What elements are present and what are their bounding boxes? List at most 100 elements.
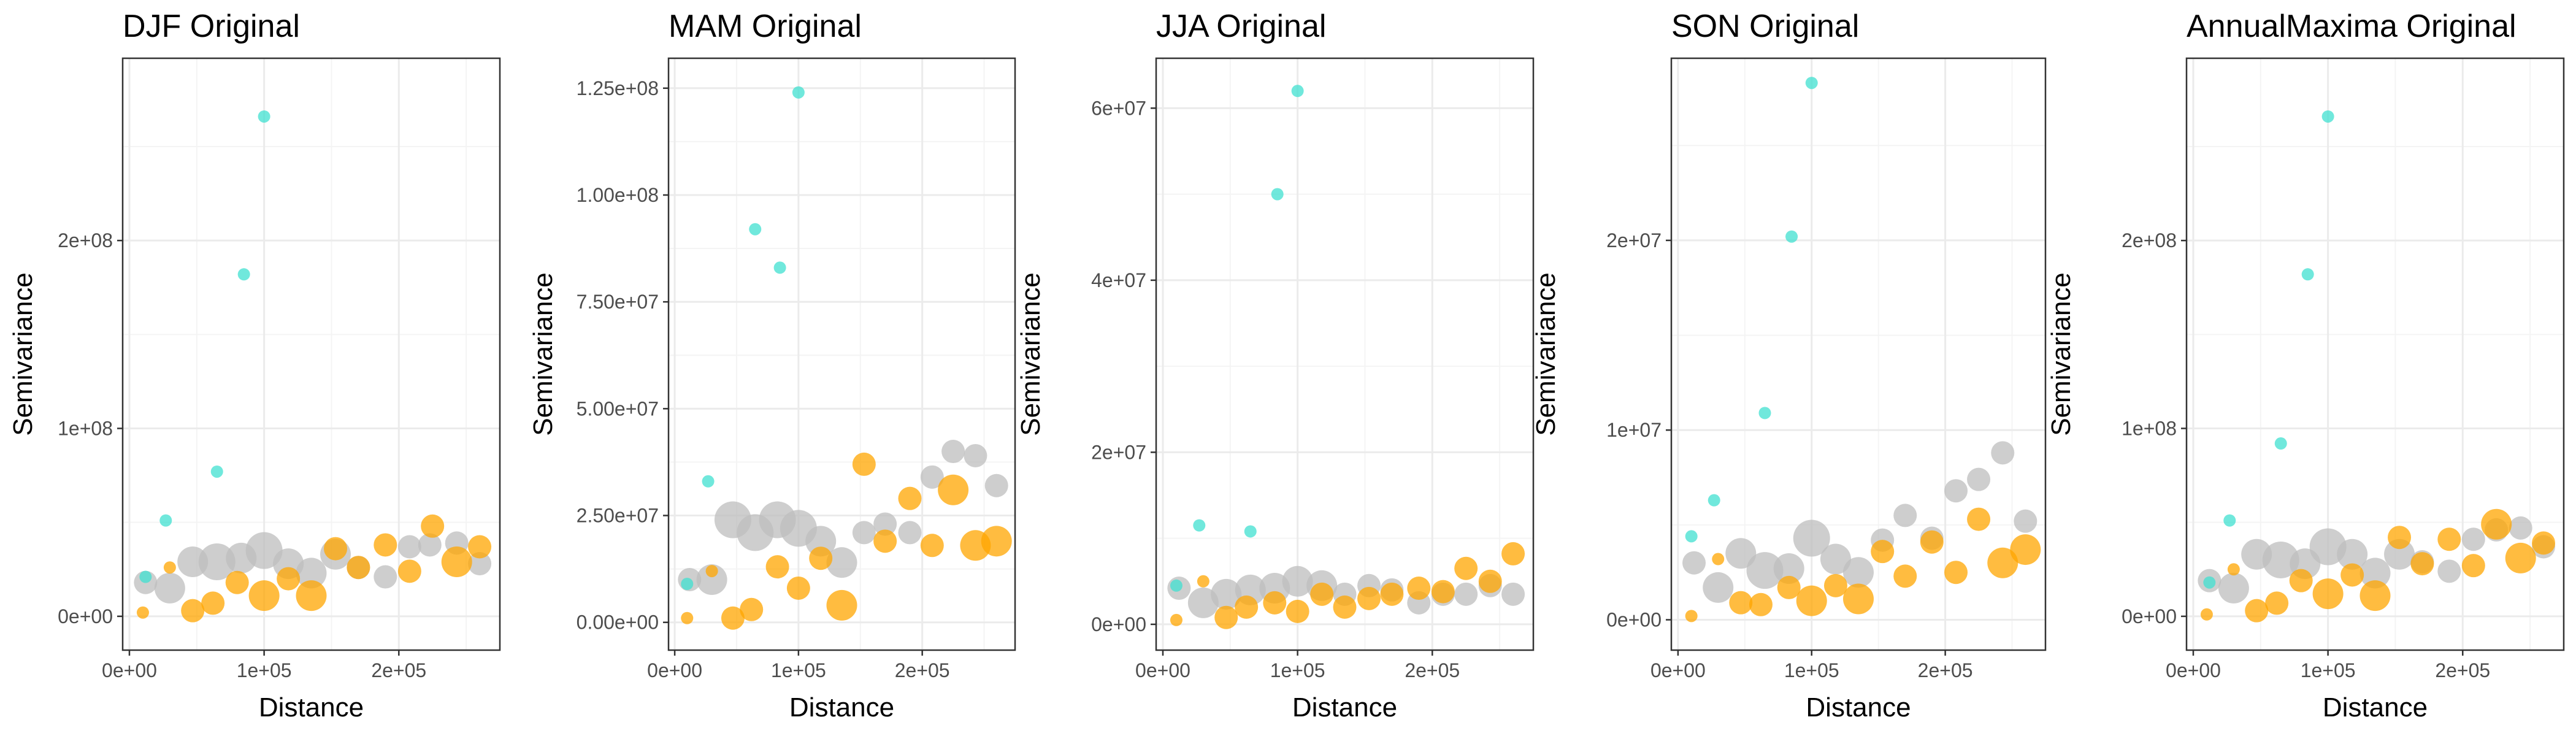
panel-border [2185,57,2565,651]
data-point-gray [1773,553,1804,585]
x-tick-label: 2e+05 [895,659,950,681]
data-point-orange [1478,569,1502,593]
data-point-orange [1380,582,1404,606]
data-point-teal [1785,230,1798,243]
data-point-orange [441,546,472,578]
data-point-orange [1823,573,1847,597]
data-point-orange [981,526,1012,557]
data-point-teal [681,578,694,591]
data-point-orange [1712,553,1725,565]
data-point-teal [1685,530,1698,543]
data-point-gray [1893,504,1917,527]
data-point-orange [397,559,421,583]
x-tick-label: 2e+05 [2435,659,2490,681]
data-point-teal [749,223,762,236]
data-point-gray [374,565,397,589]
data-point-gray [1843,557,1874,588]
data-point-teal [159,514,172,527]
panel-title: MAM Original [669,9,862,44]
data-point-orange [1777,575,1801,599]
data-point-orange [201,591,225,615]
data-point-gray [1454,582,1478,606]
data-point-orange [938,474,969,505]
data-point-orange [2227,563,2240,576]
data-point-gray [198,543,236,581]
x-tick-label: 1e+05 [2301,659,2356,681]
data-point-gray [397,535,421,559]
data-point-gray [2509,516,2532,540]
x-axis-label: Distance [789,692,894,723]
data-point-orange [347,556,370,580]
data-point-gray [826,547,857,578]
y-tick-label: 1e+07 [1606,419,1662,441]
x-tick-label: 1e+05 [1784,659,1839,681]
panel-1: 0e+00 1e+05 2e+05 0e+00 1e+08 2e+08 DJF Origin… [8,9,501,723]
data-point-orange [181,599,205,623]
x-tick-label: 0e+00 [1650,659,1706,681]
y-tick-label: 0e+00 [1091,613,1146,635]
y-tick-label: 1e+08 [2122,418,2177,440]
data-point-orange [1796,585,1827,616]
x-tick-label: 2e+05 [371,659,426,681]
data-point-orange [468,535,492,559]
panel-title: JJA Original [1156,9,1326,44]
data-point-orange [1729,591,1753,615]
data-point-orange [705,565,718,578]
panel-2: 0e+00 1e+05 2e+05 0.00e+00 2.50e+07 5.00e+07 7… [528,9,1016,723]
panel-4: 0e+00 1e+05 2e+05 0e+00 1e+07 2e+07 SON Origin… [1531,9,2047,723]
points-layer [1167,85,1525,629]
data-point-orange [374,533,397,557]
data-point-teal [237,268,250,281]
x-tick-label: 1e+05 [1270,659,1325,681]
data-point-orange [1333,595,1357,619]
data-point-orange [1749,592,1773,616]
data-point-orange [1843,583,1874,615]
panel-3: 0e+00 1e+05 2e+05 0e+00 2e+07 4e+07 6e+07 JJA O… [1016,9,1535,723]
data-point-orange [1920,530,1944,554]
data-point-orange [163,561,176,574]
data-point-gray [2337,539,2368,570]
data-point-orange [809,546,833,570]
data-point-orange [1407,577,1431,600]
panel-border [1670,57,2047,651]
data-point-orange [1967,507,1991,531]
data-point-teal [792,86,805,99]
data-point-orange [2289,569,2313,592]
data-point-gray [1967,467,1991,491]
data-point-orange [1170,613,1183,626]
y-axis-label: Semivariance [1016,272,1046,436]
x-axis-label: Distance [1806,692,1911,723]
data-point-orange [1357,586,1381,610]
data-point-orange [2481,508,2512,540]
data-point-teal [1271,188,1284,201]
data-point-gray [2262,541,2299,578]
data-point-orange [296,580,327,611]
data-point-gray [1944,479,1968,503]
y-tick-label: 0.00e+00 [577,611,659,634]
data-point-teal [1244,525,1257,538]
data-point-gray [468,552,492,576]
data-point-orange [1286,599,1309,623]
data-point-gray [1820,543,1851,575]
points-layer [1682,77,2041,623]
points-layer [2198,110,2556,623]
data-point-gray [920,465,944,489]
data-point-orange [1871,540,1895,564]
data-point-orange [1310,582,1334,606]
y-tick-label: 0e+00 [2122,605,2177,627]
y-tick-label: 1e+08 [58,418,113,440]
data-point-gray [1682,551,1706,575]
data-point-orange [2410,552,2434,576]
data-point-orange [1893,564,1917,588]
data-point-gray [898,521,922,545]
data-point-orange [765,555,789,579]
x-tick-label: 0e+00 [647,659,702,681]
data-point-teal [258,110,270,123]
data-point-orange [2505,542,2536,573]
panel-5: 0e+00 1e+05 2e+05 0e+00 1e+08 2e+08 AnnualMaxi… [2046,9,2565,723]
data-point-orange [1263,591,1287,615]
panel-title: AnnualMaxima Original [2187,9,2517,44]
data-point-gray [984,473,1008,497]
data-point-gray [1211,578,1242,610]
data-point-teal [2274,437,2287,450]
